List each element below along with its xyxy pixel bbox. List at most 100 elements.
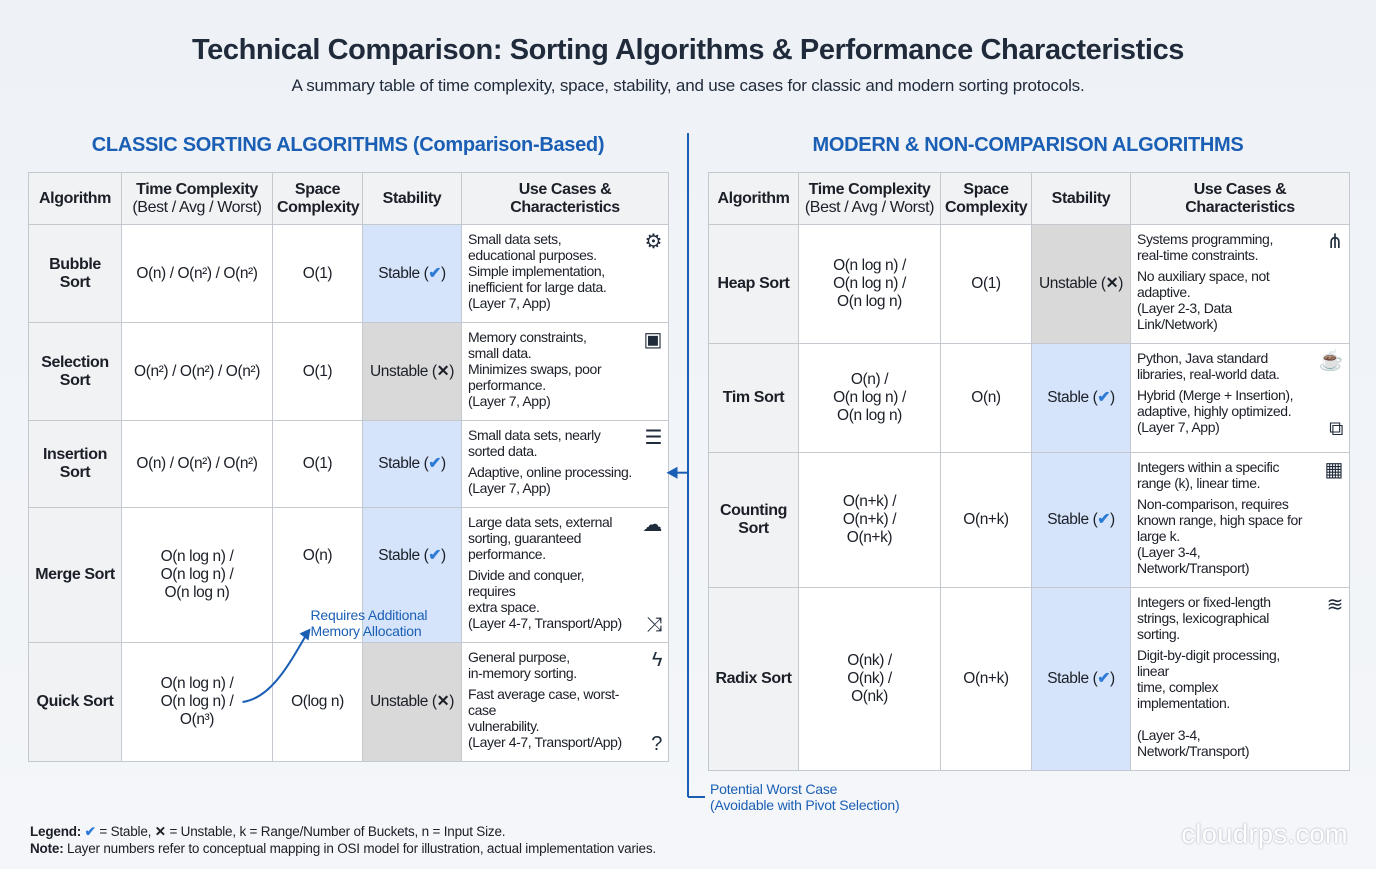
stability-label: Unstable ( <box>369 362 437 380</box>
use-case-text: Non-comparison, requires known range, hi… <box>1137 496 1303 576</box>
header-space-complexity: Space Complexity <box>272 172 363 225</box>
use-cases-cell: Python, Java standard libraries, real-wo… <box>1130 343 1350 453</box>
stability-paren: ) <box>1110 511 1115 528</box>
note-text: Layer numbers refer to conceptual mappin… <box>63 841 656 856</box>
tree-icon: ⋔ <box>1326 231 1344 253</box>
stability-label: Stable ( <box>378 455 429 472</box>
use-case-text: Fast average case, worst-case vulnerabil… <box>468 686 622 750</box>
cross-icon: ✕ <box>1105 275 1119 292</box>
use-cases-text: Memory constraints, small data. Minimize… <box>468 329 632 414</box>
memory-annotation: Requires Additional Memory Allocation <box>310 606 428 639</box>
time-complexity: O(n log n) / O(n log n) / O(n log n) <box>798 224 941 344</box>
header-use-cases: Use Cases & Characteristics <box>1130 172 1350 225</box>
algorithm-name: Selection Sort <box>28 322 122 421</box>
table-row: Heap Sort O(n log n) / O(n log n) / O(n l… <box>708 224 1350 344</box>
table-row: Tim Sort O(n) / O(n log n) / O(n log n) O(… <box>708 343 1350 453</box>
gears-icon: ⚙ <box>644 231 662 253</box>
use-case-text: Hybrid (Merge + Insertion), adaptive, hi… <box>1137 387 1294 435</box>
use-cases-text: Integers within a specific range (k), li… <box>1137 459 1313 581</box>
check-icon: ✔ <box>428 455 442 472</box>
header-time-complexity: Time Complexity (Best / Avg / Worst) <box>121 172 273 225</box>
abacus-icon: ▦ <box>1324 459 1344 481</box>
header-use-cases: Use Cases & Characteristics <box>461 172 669 225</box>
algorithm-name: Insertion Sort <box>28 420 122 508</box>
use-cases-cell: Integers or fixed-length strings, lexico… <box>1130 587 1350 771</box>
table-row: Radix Sort O(nk) / O(nk) / O(nk) O(n+k) Sta… <box>708 587 1350 771</box>
stability-cell: Stable (✔) <box>1031 587 1131 771</box>
use-cases-wrap: Memory constraints, small data. Minimize… <box>468 329 662 414</box>
table-row: Quick Sort O(n log n) / O(n log n) / O(n³… <box>28 642 669 762</box>
use-cases-cell: Memory constraints, small data. Minimize… <box>461 322 669 421</box>
note-line: Note: Layer numbers refer to conceptual … <box>30 840 656 857</box>
table-row: Counting Sort O(n+k) / O(n+k) / O(n+k) O(n… <box>708 452 1350 588</box>
use-case-text: Systems programming, real-time constrain… <box>1137 231 1273 263</box>
use-cases-icons: ▦ <box>1317 459 1344 581</box>
use-cases-wrap: Integers within a specific range (k), li… <box>1137 459 1343 581</box>
use-cases-icons: ▣ <box>636 329 663 414</box>
check-icon: ✔ <box>1097 670 1111 687</box>
stability-cell: Stable (✔) <box>1031 343 1131 453</box>
stability-paren: ) <box>1118 275 1123 292</box>
stability-cell: Stable (✔) <box>362 507 462 643</box>
stability-paren: ) <box>449 693 454 710</box>
coffee-cup-icon: ☕ <box>1318 350 1343 372</box>
header-row: Algorithm Time Complexity (Best / Avg / Wo… <box>708 172 1350 225</box>
note-label: Note: <box>30 841 64 856</box>
use-cases-cell: Large data sets, external sorting, guara… <box>461 507 669 643</box>
time-complexity: O(n) / O(n²) / O(n²) <box>121 420 273 508</box>
page-subtitle: A summary table of time complexity, spac… <box>291 76 1085 95</box>
use-cases-cell: Small data sets, educational purposes. S… <box>461 224 669 323</box>
stability-cell: Stable (✔) <box>362 224 462 323</box>
algorithm-name: Heap Sort <box>708 224 799 344</box>
header-space-complexity-label: Space Complexity <box>277 180 360 216</box>
stability-label: Stable ( <box>1047 511 1098 528</box>
header-space-complexity: Space Complexity <box>940 172 1032 225</box>
use-cases-wrap: General purpose, in-memory sorting. Fast … <box>468 649 662 755</box>
question-icon: ? <box>651 733 662 755</box>
page-title: Technical Comparison: Sorting Algorithms… <box>191 34 1185 66</box>
algorithm-name: Tim Sort <box>708 343 799 453</box>
header-time-subtitle: (Best / Avg / Worst) <box>132 198 262 216</box>
header-row: Algorithm Time Complexity (Best / Avg / Wo… <box>28 172 669 225</box>
stability-label: Stable ( <box>378 264 429 282</box>
cloud-icon: ☁ <box>642 514 662 536</box>
table-row: Selection Sort O(n²) / O(n²) / O(n²) O(1) U… <box>28 322 669 421</box>
use-cases-wrap: Systems programming, real-time constrain… <box>1137 231 1343 337</box>
use-cases-text: Large data sets, external sorting, guara… <box>468 514 632 636</box>
use-cases-icons: ϟ? <box>636 649 662 755</box>
use-case-text: Memory constraints, small data. Minimize… <box>468 329 602 409</box>
space-complexity: O(1) <box>940 224 1032 344</box>
worst-case-annotation: Potential Worst Case (Avoidable with Piv… <box>710 781 900 813</box>
header-use-cases-label: Use Cases & Characteristics <box>510 180 620 216</box>
check-icon: ✔ <box>428 264 442 282</box>
header-stability: Stability <box>1031 172 1131 225</box>
space-complexity: O(n+k) <box>940 452 1032 588</box>
lightning-icon: ϟ <box>651 649 663 671</box>
stability-cell: Stable (✔) <box>1031 452 1131 588</box>
python-icon: ⧉ <box>1329 418 1343 440</box>
time-complexity: O(n) / O(n²) / O(n²) <box>121 224 273 323</box>
use-cases-text: Small data sets, nearly sorted data. Adap… <box>468 427 632 501</box>
use-case-text: General purpose, in-memory sorting. <box>468 649 577 681</box>
use-cases-cell: Systems programming, real-time constrain… <box>1130 224 1350 344</box>
modern-algorithms-table: Algorithm Time Complexity (Best / Avg / Wo… <box>708 172 1350 771</box>
use-case-text: Adaptive, online processing. (Layer 7, A… <box>468 464 632 496</box>
chip-icon: ▣ <box>643 329 663 351</box>
cross-icon: ✕ <box>154 824 166 839</box>
use-cases-text: Python, Java standard libraries, real-wo… <box>1137 350 1313 440</box>
use-cases-wrap: Small data sets, educational purposes. S… <box>468 231 662 316</box>
use-cases-text: Integers or fixed-length strings, lexico… <box>1137 594 1313 764</box>
classic-algorithms-table: Algorithm Time Complexity (Best / Avg / Wo… <box>28 172 669 762</box>
space-complexity: O(n+k) <box>940 587 1032 771</box>
stability-label: Stable ( <box>1047 670 1098 687</box>
use-cases-icons: ⚙ <box>636 231 662 316</box>
header-time-complexity: Time Complexity (Best / Avg / Worst) <box>798 172 941 225</box>
use-case-text: Divide and conquer, requires extra space… <box>468 567 622 631</box>
stability-cell: Unstable (✕) <box>362 322 462 421</box>
stability-label: Unstable ( <box>369 693 437 710</box>
header-algorithm-label: Algorithm <box>717 189 790 207</box>
use-cases-cell: Small data sets, nearly sorted data. Adap… <box>461 420 669 508</box>
use-cases-wrap: Integers or fixed-length strings, lexico… <box>1137 594 1343 764</box>
algorithm-name: Radix Sort <box>708 587 799 771</box>
header-algorithm: Algorithm <box>708 172 799 225</box>
